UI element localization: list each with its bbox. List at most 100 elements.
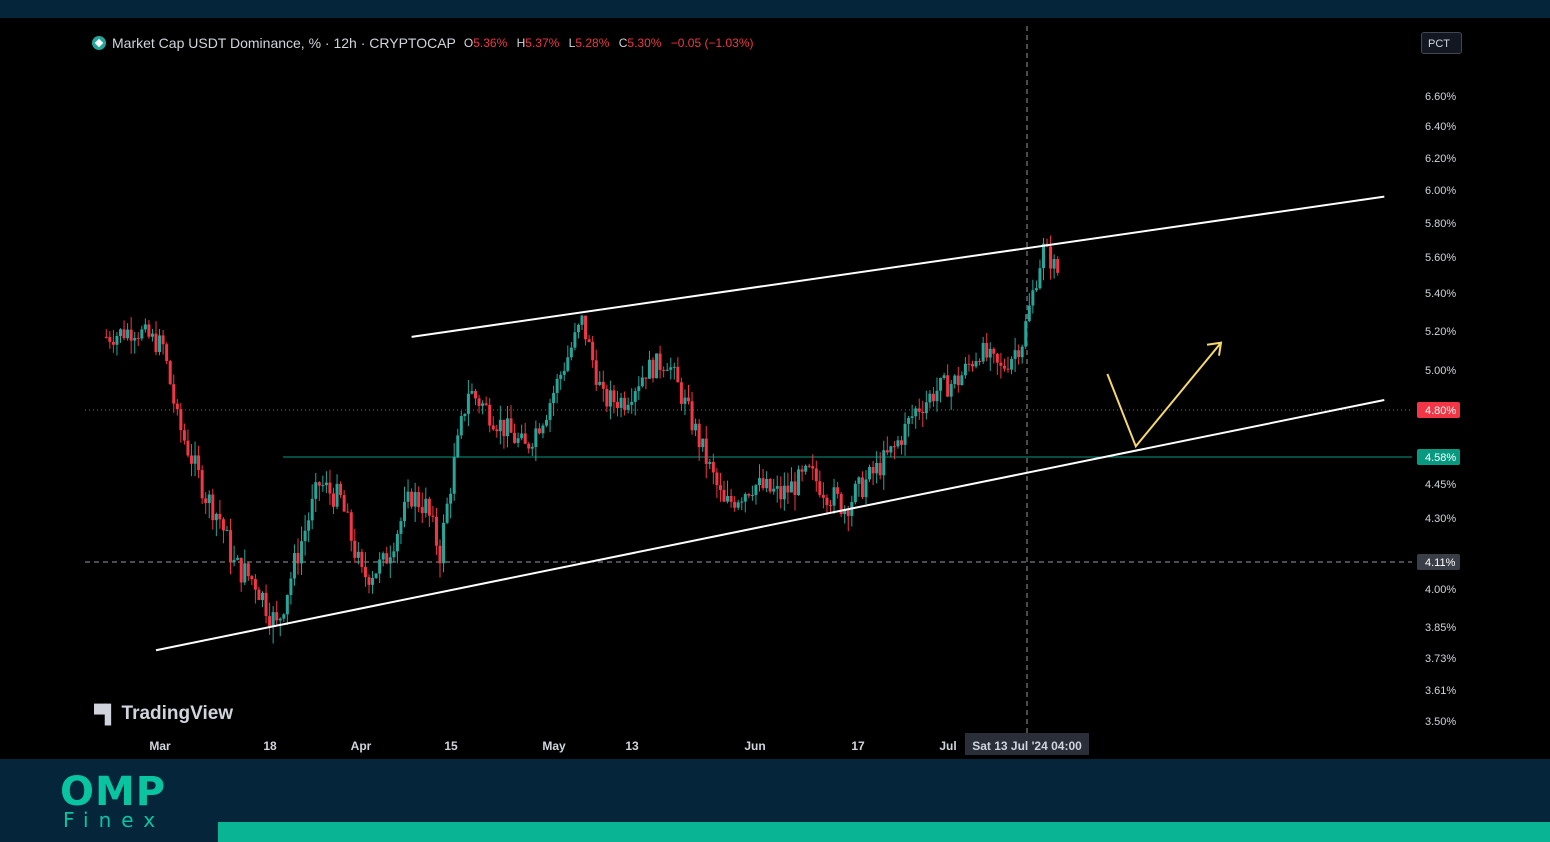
candle [360,548,364,573]
candle [562,362,566,381]
candle-body [797,469,801,495]
candle [495,424,499,438]
candle [328,469,332,505]
x-axis-label-0: Mar [149,739,171,753]
candle [534,420,538,461]
candle [758,464,761,492]
candle [392,542,396,562]
candle-body [541,425,545,434]
candle-body [1006,368,1010,370]
price-tag-2: 4.11% [1417,554,1460,570]
tradingview-watermark: ▀▌ TradingView [94,703,233,725]
y-axis-label-14: 3.61% [1425,685,1456,697]
candle [616,390,619,417]
candle-body [211,494,215,521]
candle-body [793,481,797,495]
candle [594,349,598,391]
candle [509,405,513,434]
candle-body [768,478,772,492]
candle [442,514,446,573]
candle-body [1024,321,1028,347]
candle [232,545,236,567]
candle-body [207,494,211,504]
candle-body [655,353,659,379]
candle-body [882,450,886,476]
candle-body [704,438,708,464]
candle-body [271,612,275,627]
pct-scale-button[interactable]: PCT [1421,32,1462,54]
candle-body [591,341,595,361]
candle [253,574,257,604]
y-axis-label-7: 5.20% [1425,326,1456,338]
candle [268,602,272,635]
candle-body [133,337,137,341]
candle-body [300,541,304,564]
candle-body [278,618,282,621]
candle-body [974,361,978,367]
candle-body [505,418,509,437]
candle [651,357,655,383]
candle-body [140,329,144,339]
candle [523,422,527,445]
candle [750,485,754,501]
candle-body [363,567,367,578]
candle-body [477,398,481,406]
candle [559,371,563,390]
candle-body [800,469,804,472]
candle [765,471,769,493]
candle-body [651,359,655,379]
candle [928,390,932,409]
candle-body [1027,305,1031,322]
y-axis-label-8: 5.00% [1425,365,1456,377]
candle [502,419,506,449]
candle-body [1031,290,1035,306]
candle-body [342,495,346,512]
chart-area[interactable] [0,18,1550,759]
candle [403,486,406,528]
candle-body [697,423,701,448]
candle [250,574,254,586]
candle [261,591,264,608]
candle-body [623,397,627,410]
x-axis-label-5: 13 [625,739,639,753]
candle [513,423,517,444]
close-value: 5.30% [627,36,662,50]
candle [264,584,268,624]
candle-body [907,417,911,424]
candle-body [186,440,190,456]
candle [356,542,360,565]
candle [939,377,943,403]
candle [190,444,193,477]
candle-body [946,375,950,397]
candle [992,347,996,364]
candle-body [924,402,928,414]
candle [584,315,588,346]
candle-body [321,485,325,487]
candle-body [552,392,556,404]
candle [875,451,879,484]
candle-body [200,470,204,499]
candle-body [264,592,268,617]
candle [1049,235,1053,280]
candle-body [878,462,882,476]
candle-body [736,502,740,508]
candle-body [154,333,158,353]
candle-body [726,496,730,502]
candle-body [587,339,591,342]
candle [527,441,531,454]
candle-body [204,498,208,504]
candle-body [257,589,261,601]
candle [814,460,818,492]
candle-body [190,455,193,464]
candle-body [108,337,112,342]
candle-body [371,577,375,585]
candle-body [573,332,577,348]
candle [672,362,676,380]
candle-body [566,357,570,371]
candle [314,472,318,513]
candle-body [754,485,758,496]
close-key: C [618,36,628,50]
price-tag-bg [1417,402,1460,418]
candle-body [626,404,630,410]
